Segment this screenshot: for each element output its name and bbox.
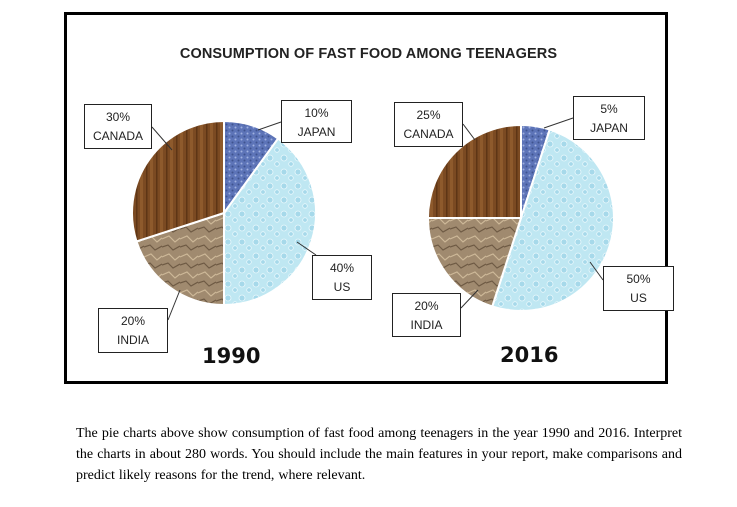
callout-2016-india: 20% INDIA [392,293,461,337]
callout-2016-us: 50% US [603,266,674,311]
callout-1990-us: 40% US [312,255,372,300]
label-1990-canada-name: CANADA [92,129,143,143]
pie-slice-2016-canada [426,123,522,219]
pie-slice-1990-us [223,137,317,307]
pie-slice-1990-india [135,211,225,307]
year-label-1990: 1990 [202,344,261,368]
callout-leader-line-4 [543,117,574,129]
pie-1990 [131,119,317,307]
label-1990-india-value: 20% [120,314,146,328]
callout-leader-line-2 [167,289,181,321]
label-2016-japan-value: 5% [600,102,618,116]
label-2016-india-name: INDIA [410,318,443,332]
callout-leader-line-5 [589,261,604,281]
caption-text: The pie charts above show consumption of… [76,426,682,483]
label-2016-india-value: 20% [414,299,439,313]
pie-slice-2016-us [490,128,615,312]
label-1990-us-value: 40% [329,261,355,275]
label-2016-us-name: US [630,291,647,305]
callout-leaders [151,117,604,321]
callout-2016-japan: 5% JAPAN [573,96,645,140]
label-1990-japan-name: JAPAN [297,125,336,139]
callout-leader-line-0 [257,121,282,131]
callout-leader-line-3 [151,126,173,151]
callout-1990-india: 20% INDIA [98,308,168,353]
label-2016-canada-value: 25% [416,108,441,122]
label-2016-canada-name: CANADA [403,127,454,141]
pie-slice-1990-canada [131,119,225,243]
label-1990-us-name: US [333,280,351,294]
chart-title: CONSUMPTION OF FAST FOOD AMONG TEENAGERS [179,46,558,62]
label-1990-canada-value: 30% [105,110,131,124]
label-2016-us-value: 50% [626,272,651,286]
callout-2016-canada: 25% CANADA [394,102,463,147]
label-2016-japan-name: JAPAN [590,121,628,135]
pie-slice-2016-india [426,217,523,308]
label-1990-japan-value: 10% [304,106,329,120]
pie-2016 [426,123,615,312]
year-label-2016: 2016 [500,343,559,367]
label-1990-india-name: INDIA [116,333,149,347]
callout-leader-line-7 [462,123,476,141]
callout-leader-line-6 [460,289,479,309]
callout-leader-line-1 [296,241,317,256]
callout-1990-canada: 30% CANADA [84,104,152,149]
callout-1990-japan: 10% JAPAN [281,100,352,143]
